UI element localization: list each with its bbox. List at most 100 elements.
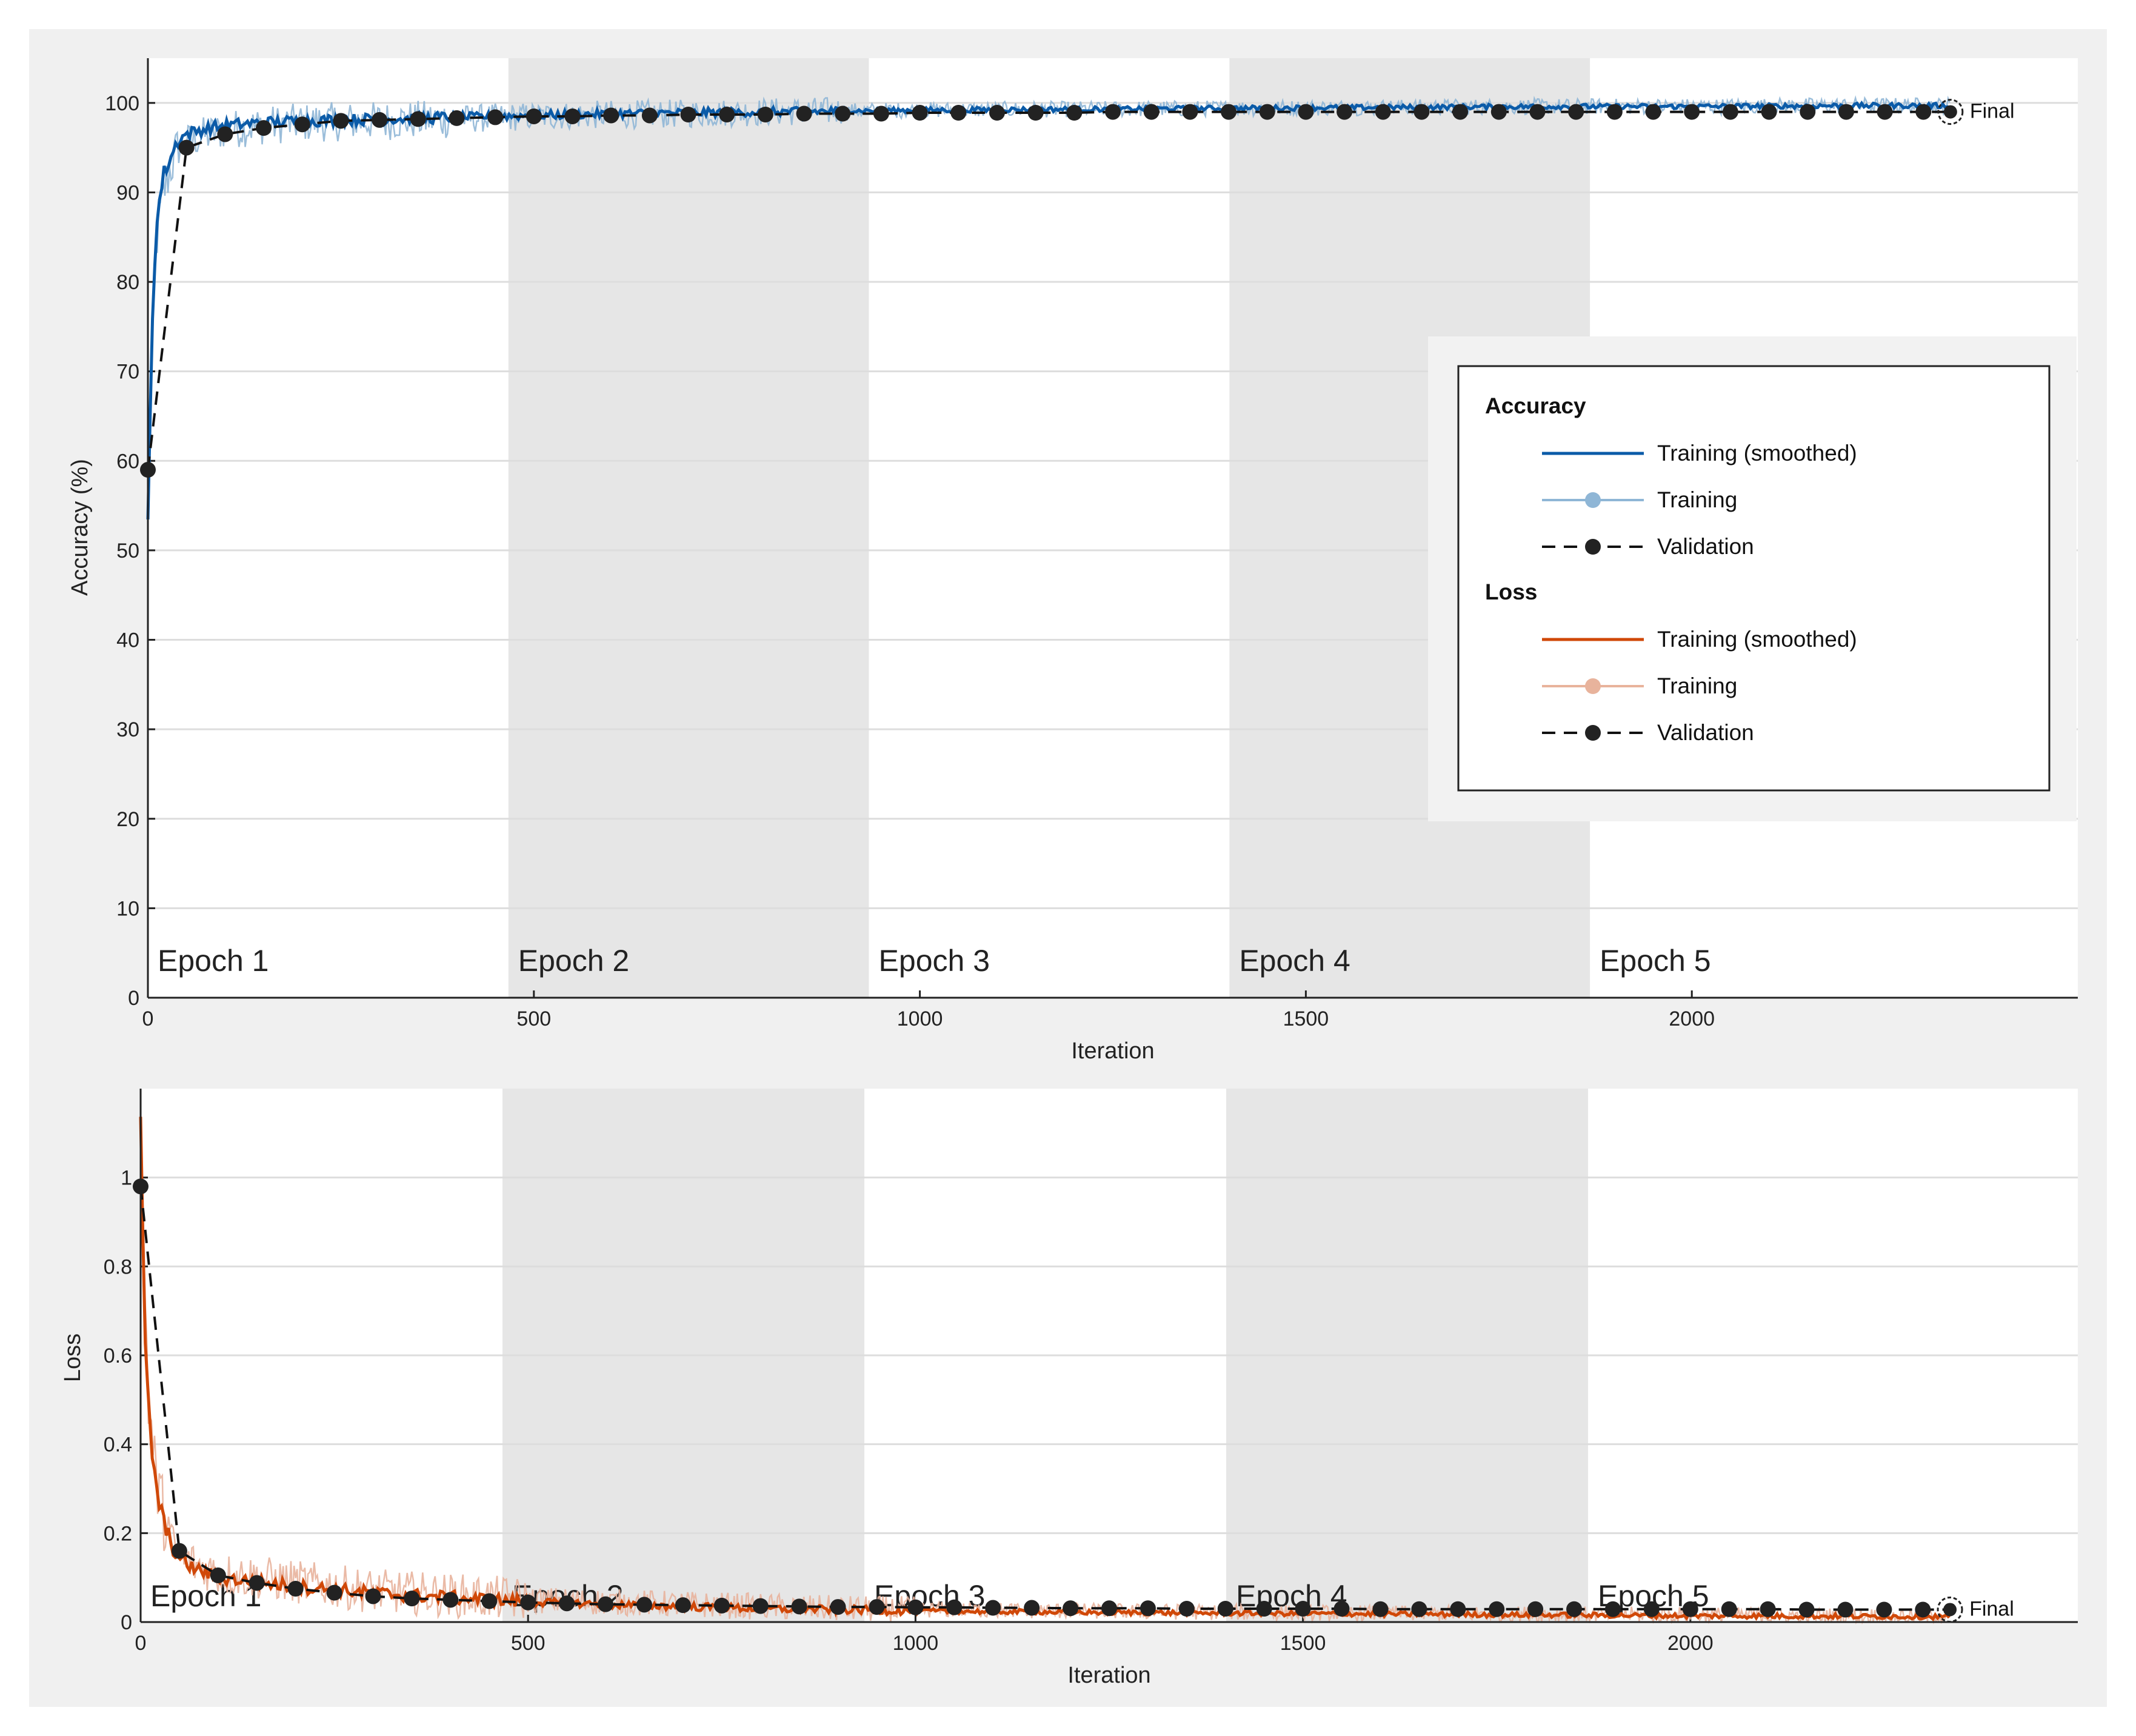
validation-point <box>404 1591 420 1607</box>
epoch-label: Epoch 3 <box>879 944 990 978</box>
legend-group-heading: Accuracy <box>1485 393 1586 418</box>
legend-box <box>1457 365 2051 792</box>
validation-point <box>1877 104 1893 120</box>
validation-point <box>1375 104 1391 120</box>
validation-point <box>1604 1601 1621 1617</box>
validation-point <box>1024 1600 1040 1616</box>
validation-point <box>526 108 542 124</box>
legend: Accuracy Training (smoothed) Training Valid… <box>1428 336 2077 821</box>
validation-point <box>217 126 233 142</box>
validation-point <box>1915 104 1932 120</box>
x-tick-label: 1500 <box>1283 1007 1329 1030</box>
validation-point <box>985 1600 1001 1616</box>
validation-point <box>1568 104 1584 120</box>
validation-point <box>372 112 388 128</box>
validation-point <box>1722 104 1738 120</box>
y-tick-label: 0.6 <box>104 1344 132 1367</box>
y-tick-label: 1 <box>121 1167 132 1190</box>
legend-swatch-marker <box>1585 725 1601 741</box>
y-tick-label: 0 <box>121 1611 132 1634</box>
validation-point <box>1101 1600 1117 1617</box>
validation-point <box>294 116 310 133</box>
y-tick-label: 0.4 <box>104 1434 132 1457</box>
validation-point <box>520 1594 536 1611</box>
validation-point <box>636 1597 652 1613</box>
validation-point <box>1182 104 1198 120</box>
validation-point <box>713 1597 730 1614</box>
validation-point <box>1682 1601 1698 1617</box>
validation-point <box>869 1599 885 1615</box>
validation-point <box>675 1597 691 1614</box>
y-tick-label: 20 <box>116 808 139 831</box>
validation-point <box>1490 104 1507 120</box>
validation-point <box>1643 1601 1660 1617</box>
validation-point <box>1298 104 1314 120</box>
validation-point <box>873 105 889 122</box>
validation-point <box>1413 104 1430 120</box>
legend-entry-label: Training (smoothed) <box>1657 627 1857 652</box>
validation-point <box>178 139 195 156</box>
validation-point <box>1798 1601 1815 1618</box>
y-tick-label: 40 <box>116 629 139 652</box>
validation-point <box>1063 1600 1079 1617</box>
validation-point <box>1761 104 1777 120</box>
validation-point <box>1221 104 1237 120</box>
training-raw-line <box>147 95 1951 498</box>
final-label: Final <box>1969 1597 2014 1620</box>
validation-point <box>559 1595 575 1612</box>
validation-point <box>1837 1601 1854 1618</box>
x-tick-label: 0 <box>142 1007 154 1030</box>
validation-point <box>1529 104 1546 120</box>
x-axis-title: Iteration <box>1067 1663 1150 1688</box>
validation-point <box>835 105 851 122</box>
validation-point <box>1645 104 1661 120</box>
validation-point <box>442 1592 459 1608</box>
x-tick-label: 500 <box>511 1632 546 1655</box>
y-tick-label: 0.2 <box>104 1522 132 1545</box>
final-marker <box>1943 1603 1957 1617</box>
x-tick-label: 2000 <box>1669 1007 1715 1030</box>
validation-point <box>1295 1601 1311 1617</box>
legend-swatch-marker <box>1585 678 1601 694</box>
legend-swatch-marker <box>1585 539 1601 555</box>
validation-point <box>1140 1600 1156 1617</box>
validation-point <box>1143 104 1160 120</box>
y-tick-label: 70 <box>116 361 139 384</box>
validation-point <box>365 1588 381 1604</box>
validation-point <box>326 1584 342 1601</box>
validation-point <box>1372 1601 1389 1617</box>
validation-point <box>1838 104 1854 120</box>
epoch-label: Epoch 1 <box>150 1579 261 1613</box>
validation-point <box>989 105 1005 121</box>
epoch-label: Epoch 4 <box>1236 1579 1347 1613</box>
validation-point <box>1217 1601 1233 1617</box>
y-tick-label: 0 <box>128 987 139 1010</box>
validation-point <box>603 107 619 124</box>
validation-point <box>333 113 349 129</box>
x-tick-label: 1000 <box>893 1632 939 1655</box>
validation-point <box>1606 104 1623 120</box>
validation-point <box>1178 1601 1195 1617</box>
legend-items: Accuracy Training (smoothed) Training Valid… <box>1485 393 1857 745</box>
validation-point <box>1800 104 1816 120</box>
epoch-shade <box>508 58 869 998</box>
validation-point <box>410 111 426 127</box>
validation-point <box>249 1575 265 1591</box>
validation-point <box>1721 1601 1737 1617</box>
loss-chart: 0 0.2 0.4 0.6 0.8 1 0 500 1000 1500 2000 Epoch 1 Epo… <box>60 1089 2078 1688</box>
x-tick-label: 2000 <box>1667 1632 1714 1655</box>
y-axis-title: Accuracy (%) <box>67 459 93 596</box>
validation-point <box>1105 104 1121 120</box>
validation-point <box>946 1599 963 1615</box>
x-tick-label: 0 <box>135 1632 147 1655</box>
epoch-label: Epoch 5 <box>1600 944 1710 978</box>
validation-point <box>171 1543 187 1559</box>
validation-point <box>449 110 465 126</box>
final-marker <box>1943 105 1957 119</box>
y-tick-label: 60 <box>116 450 139 473</box>
legend-entry-label: Validation <box>1657 534 1754 559</box>
validation-point <box>641 107 658 124</box>
validation-point <box>1259 104 1275 120</box>
validation-point <box>912 105 928 121</box>
